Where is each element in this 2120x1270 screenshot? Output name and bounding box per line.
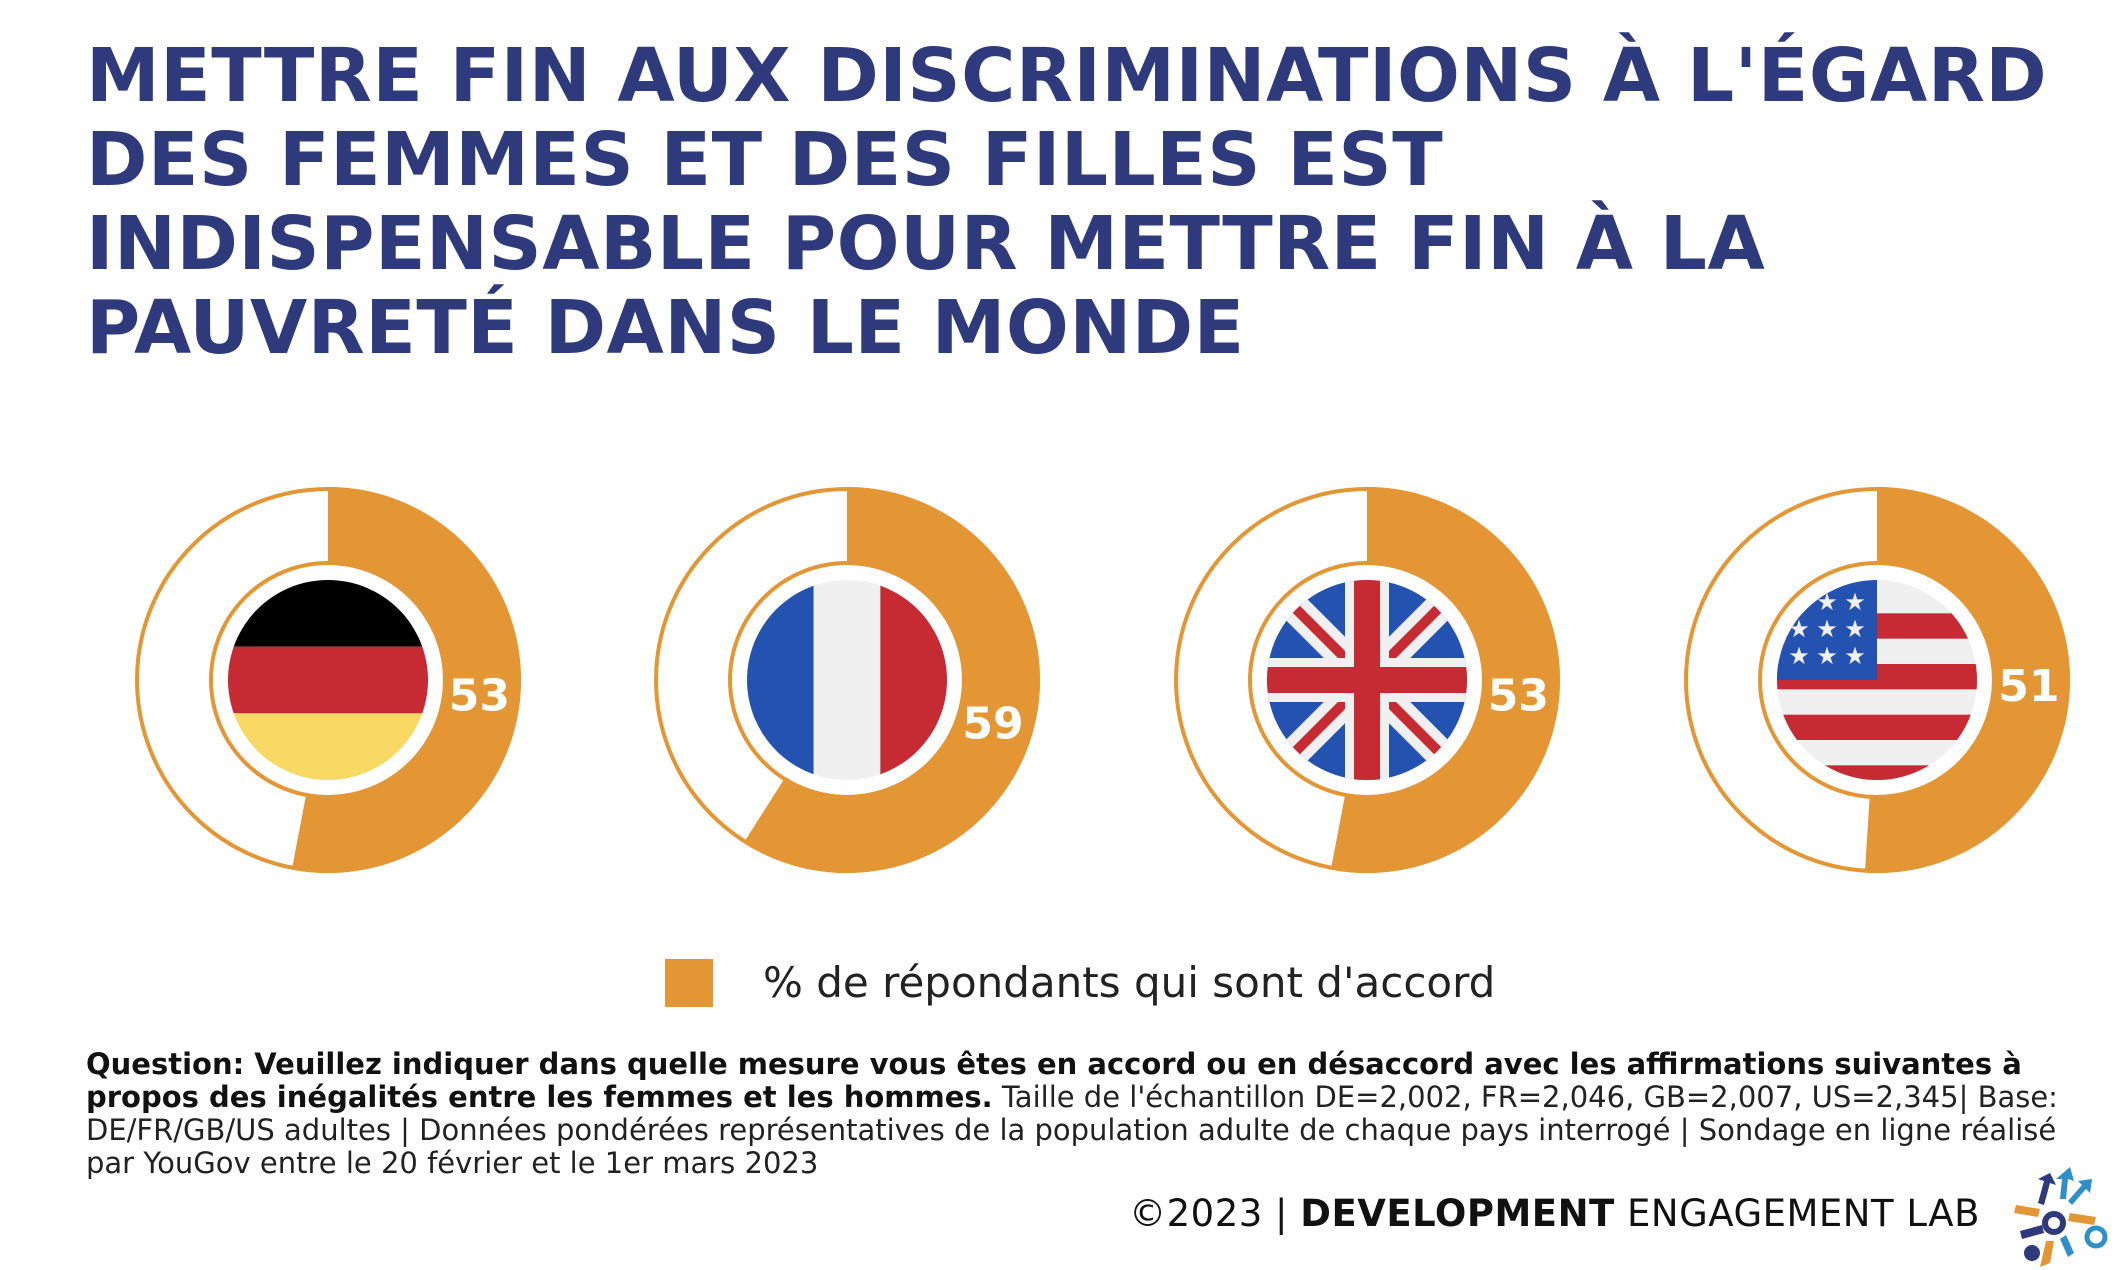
france-flag-icon bbox=[747, 580, 947, 780]
donut-value-arc bbox=[743, 487, 1041, 873]
credit-org-bold: DEVELOPMENT bbox=[1300, 1192, 1615, 1235]
donut-value-label: 53 bbox=[1488, 670, 1549, 721]
credit: ©2023 | DEVELOPMENT ENGAGEMENT LAB bbox=[1129, 1192, 1980, 1235]
footnote-details: Taille de l'échantillon DE=2,002, FR=2,0… bbox=[86, 1080, 2058, 1180]
svg-text:★: ★ bbox=[1816, 615, 1838, 643]
germany-flag-icon bbox=[228, 580, 428, 780]
chart-title: METTRE FIN AUX DISCRIMINATIONS À L'ÉGARD… bbox=[86, 33, 2048, 371]
footnote-question: Question: Veuillez indiquer dans quelle … bbox=[86, 1047, 2022, 1114]
donut-value-arc bbox=[1330, 487, 1560, 874]
donut-gb: 53 bbox=[1174, 487, 1560, 874]
svg-text:★: ★ bbox=[1816, 642, 1838, 670]
legend-label: % de répondants qui sont d'accord bbox=[763, 958, 1496, 1007]
donut-value-arc bbox=[291, 487, 522, 873]
svg-text:★: ★ bbox=[1788, 642, 1810, 670]
credit-org-rest: ENGAGEMENT LAB bbox=[1614, 1192, 1980, 1235]
del-logo-icon bbox=[2014, 1167, 2108, 1267]
donut-value-label: 53 bbox=[449, 670, 510, 721]
donut-de: 53 bbox=[135, 487, 522, 873]
footnote: Question: Veuillez indiquer dans quelle … bbox=[86, 1048, 2081, 1180]
donut-fr: 59 bbox=[654, 487, 1041, 873]
svg-text:★: ★ bbox=[1844, 642, 1866, 670]
svg-text:★: ★ bbox=[1844, 615, 1866, 643]
donut-value-label: 51 bbox=[1998, 661, 2059, 712]
donut-value-label: 59 bbox=[962, 698, 1023, 749]
svg-text:★: ★ bbox=[1844, 588, 1866, 616]
uk-flag-icon bbox=[1267, 580, 1467, 780]
donut-value-arc bbox=[1864, 487, 2071, 873]
donut-us: ★★★★★★★★★51 bbox=[1684, 487, 2071, 873]
credit-year: ©2023 | bbox=[1129, 1192, 1301, 1235]
legend-swatch bbox=[665, 958, 713, 1007]
legend: % de répondants qui sont d'accord bbox=[665, 958, 1495, 1007]
